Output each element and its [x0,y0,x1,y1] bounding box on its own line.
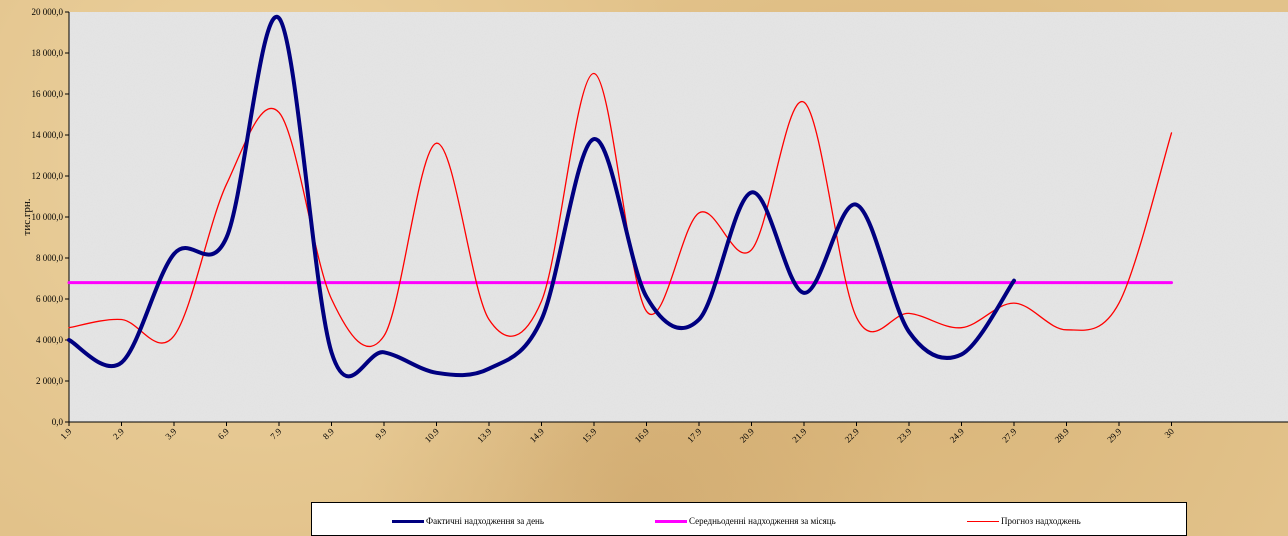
y-tick-label: 4 000,0 [36,335,64,345]
x-tick-label: 17.9 [685,426,704,445]
series-line-actual [67,14,1016,379]
y-tick-label: 6 000,0 [36,294,64,304]
legend-swatch-average [655,519,687,523]
x-tick-label: 10.9 [423,426,442,445]
x-tick-label: 3.9 [163,426,178,441]
x-tick-label: 15.9 [580,426,599,445]
x-tick-label: 8.9 [321,426,336,441]
x-tick-label: 27.9 [1000,426,1019,445]
y-tick-label: 18 000,0 [32,48,64,58]
y-tick-label: 14 000,0 [32,130,64,140]
legend-label-forecast: Прогноз надходжень [1001,516,1081,526]
x-axis: 1.9 2.9 3.9 6.9 7.9 8.9 9.9 10.9 13.9 14.9 15.9 16.… [58,421,1288,445]
x-tick-label: 24.9 [948,426,967,445]
x-tick-label: 9.9 [373,426,388,441]
x-tick-label: 22.9 [843,426,862,445]
y-axis-label: тис.грн. [21,198,33,235]
x-tick-label: 2.9 [111,426,126,441]
y-tick-label: 8 000,0 [36,253,64,263]
y-tick-label: 2 000,0 [36,376,64,386]
legend-item-forecast: Прогноз надходжень [967,514,1081,528]
x-tick-label: 30 [1162,426,1176,440]
x-tick-label: 21.9 [790,426,809,445]
x-tick-label: 1.9 [58,426,73,441]
x-tick-label: 16.9 [633,426,652,445]
x-tick-label: 6.9 [216,426,231,441]
x-tick-label: 28.9 [1053,426,1072,445]
y-axis: 0,0 2 000,0 4 000,0 6 000,0 8 000,0 10 000,0 1… [32,7,70,427]
x-tick-label: 23.9 [895,426,914,445]
legend: Фактичні надходження за день Середньоден… [311,502,1187,536]
legend-item-actual: Фактичні надходження за день [392,514,544,528]
legend-label-actual: Фактичні надходження за день [426,516,544,526]
x-tick-label: 13.9 [475,426,494,445]
x-tick-label: 7.9 [268,426,283,441]
legend-swatch-forecast [967,520,999,522]
y-tick-label: 20 000,0 [32,7,64,17]
legend-label-average: Середньоденні надходження за місяць [689,516,836,526]
plot-area [69,12,1288,422]
y-tick-label: 12 000,0 [32,171,64,181]
y-tick-label: 16 000,0 [32,89,64,99]
series-layer [67,14,1173,379]
x-tick-label: 29.9 [1105,426,1124,445]
legend-swatch-actual [392,519,424,523]
y-tick-label: 10 000,0 [32,212,64,222]
x-tick-label: 20.9 [738,426,757,445]
legend-item-average: Середньоденні надходження за місяць [655,514,836,528]
y-tick-label: 0,0 [52,417,64,427]
x-tick-label: 14.9 [528,426,547,445]
series-line-forecast [68,72,1173,348]
